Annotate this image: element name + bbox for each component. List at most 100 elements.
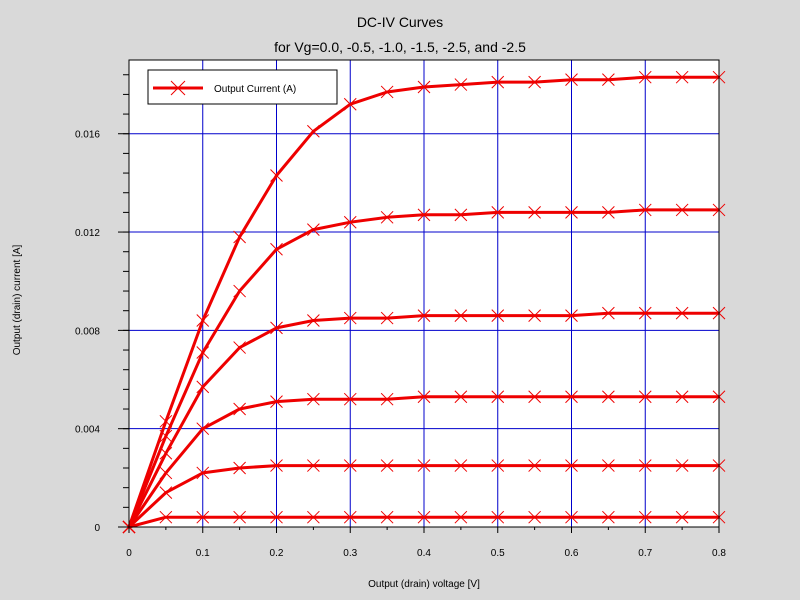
data-point-marker [675,203,689,217]
data-point-marker [565,309,578,322]
data-point-marker [638,203,652,217]
y-tick-label: 0 [94,523,100,534]
data-point-marker [159,486,173,499]
y-tick-label: 0.004 [75,425,100,436]
data-point-marker [233,461,246,475]
data-point-marker [380,392,394,406]
legend: Output Current (A) [147,69,338,105]
data-point-marker [159,510,173,524]
series-group [122,70,726,534]
data-point-marker [307,510,320,524]
data-point-marker [528,510,541,524]
data-point-marker [454,390,468,404]
data-point-marker [270,242,283,256]
data-point-marker [638,459,652,472]
data-point-marker [233,341,246,354]
data-point-marker [491,75,505,89]
data-point-marker [528,390,541,404]
data-point-marker [270,169,283,182]
data-point-marker [270,459,283,472]
data-point-marker [638,510,652,524]
data-point-marker [454,309,468,322]
data-point-marker [233,402,246,416]
data-point-marker [602,306,615,320]
data-point-marker [307,223,320,236]
data-point-marker [528,75,541,89]
data-point-marker [417,459,431,472]
data-point-marker [343,311,357,325]
data-point-marker [233,284,246,298]
x-axis-label: Output (drain) voltage [V] [368,579,480,590]
data-point-marker [343,510,357,524]
data-point-marker [307,124,320,138]
data-point-marker [454,459,468,472]
x-tick-label: 0 [126,548,132,559]
data-point-marker [380,459,394,472]
data-point-marker [343,97,357,111]
x-tick-label: 0.5 [491,548,505,559]
y-axis-label: Output (drain) current [A] [12,244,23,355]
chart-subtitle: for Vg=0.0, -0.5, -1.0, -1.5, -2.5, and … [274,39,526,55]
data-point-marker [380,510,394,524]
data-point-marker [417,309,431,322]
data-point-marker [270,510,283,524]
data-point-marker [270,395,283,409]
plot-frame [128,59,720,528]
data-point-marker [196,510,210,524]
data-point-marker [602,73,615,87]
data-point-marker [638,70,652,84]
data-point-marker [528,206,541,219]
data-point-marker [638,306,652,320]
data-point-marker [454,208,468,222]
data-point-marker [638,390,652,404]
data-point-marker [565,390,578,404]
data-point-marker [417,208,431,222]
axes [118,59,720,533]
data-point-marker [675,70,689,84]
data-point-marker [491,206,505,219]
y-tick-labels: 0 0.004 0.008 0.012 0.016 [75,130,100,534]
data-point-marker [196,466,210,480]
data-point-marker [307,459,320,472]
data-point-marker [565,206,578,219]
data-point-marker [417,390,431,404]
data-point-marker [675,510,689,524]
x-tick-label: 0.3 [343,548,357,559]
y-tick-label: 0.016 [75,130,100,141]
data-point-marker [491,309,505,322]
data-point-marker [565,510,578,524]
data-point-marker [307,392,320,406]
x-tick-labels: 0 0.1 0.2 0.3 0.4 0.5 0.6 0.7 0.8 [126,548,726,559]
data-point-marker [343,459,357,472]
data-point-marker [233,230,246,244]
data-point-marker [196,314,210,327]
data-point-marker [491,390,505,404]
legend-marker-icon [170,80,186,96]
data-point-marker [417,80,431,94]
chart-title: DC-IV Curves [357,14,443,30]
data-point-marker [270,321,283,335]
x-tick-label: 0.8 [712,548,726,559]
data-point-marker [233,510,246,524]
data-point-marker [675,459,689,472]
x-tick-label: 0.4 [417,548,431,559]
data-point-marker [528,309,541,322]
legend-label: Output Current (A) [214,84,296,95]
data-point-marker [491,459,505,472]
data-point-marker [528,459,541,472]
data-point-marker [343,392,357,406]
data-point-marker [159,446,173,460]
data-point-marker [417,510,431,524]
data-point-marker [343,215,357,229]
x-tick-label: 0.7 [638,548,652,559]
data-point-marker [196,346,210,359]
data-point-marker [675,306,689,320]
data-point-marker [602,459,615,472]
data-point-marker [159,429,173,443]
data-point-marker [602,390,615,404]
data-point-marker [454,78,468,91]
data-point-marker [565,459,578,472]
data-point-marker [675,390,689,404]
data-point-marker [380,85,394,99]
